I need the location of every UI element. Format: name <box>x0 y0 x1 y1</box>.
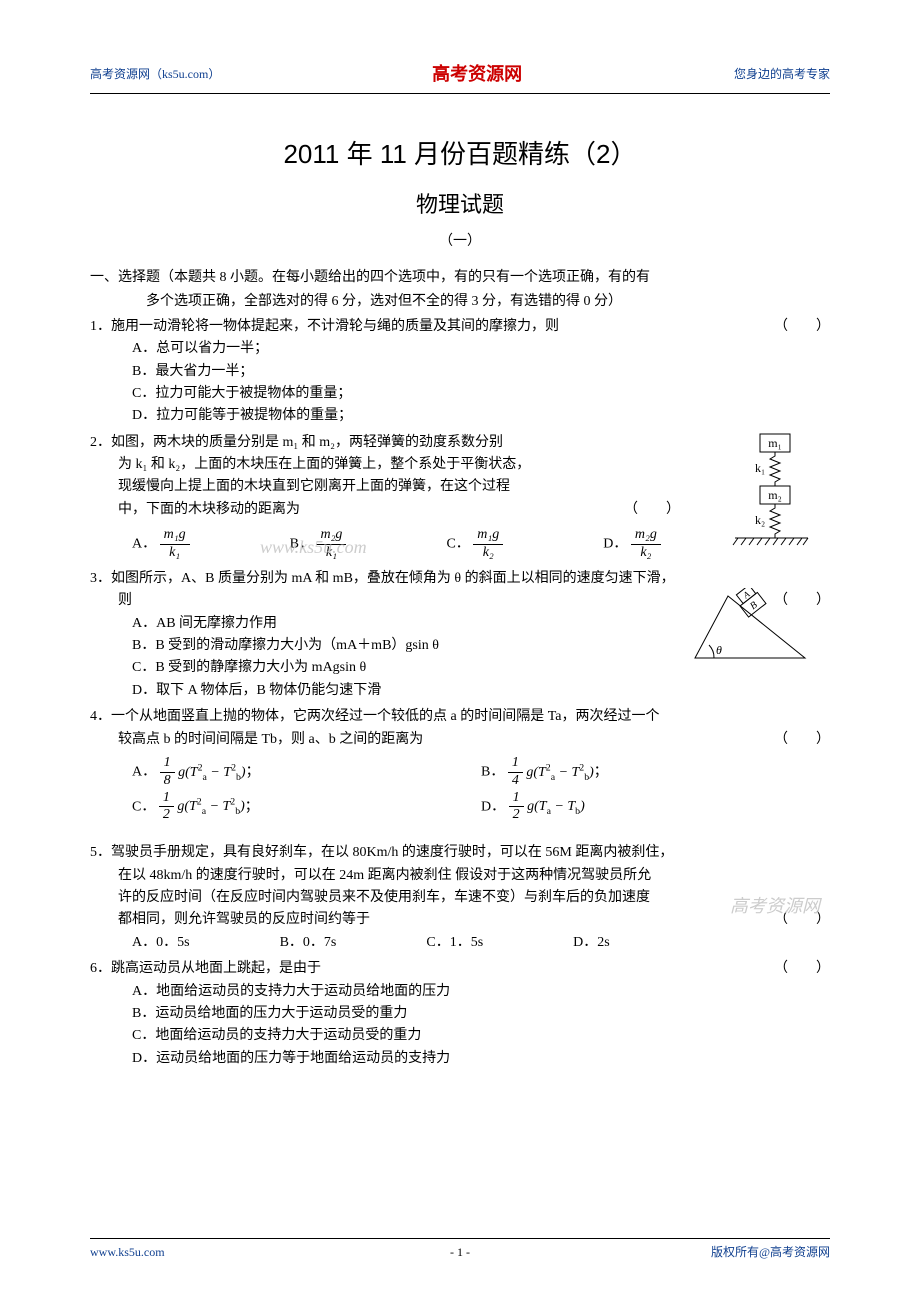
section-header-line1: 一、选择题（本题共 8 小题。在每小题给出的四个选项中，有的只有一个选项正确，有… <box>90 267 830 289</box>
q2-a-num: m₁g <box>160 527 190 545</box>
q3-option-d: D．取下 A 物体后，B 物体仍能匀速下滑 <box>90 680 830 702</box>
q4-b-expr: g(T2a − T2b) <box>526 765 593 780</box>
incline-a-label: A <box>740 589 752 601</box>
q4-a-num: 1 <box>160 755 175 773</box>
q1-option-c: C．拉力可能大于被提物体的重量； <box>90 383 830 405</box>
springs-svg: m₁ k₁ m₂ k₂ <box>700 432 810 562</box>
header-right-text: 您身边的高考专家 <box>734 65 830 84</box>
question-4: 4．一个从地面竖直上抛的物体，它两次经过一个较低的点 a 的时间间隔是 Ta，两… <box>90 706 830 824</box>
q4-d-den: 2 <box>509 807 524 824</box>
q2-c-label: C． <box>446 537 469 552</box>
q6-option-c: C．地面给运动员的支持力大于运动员受的重力 <box>90 1025 830 1047</box>
q4-stem2: 较高点 b 的时间间隔是 Tb，则 a、b 之间的距离为 （ ） <box>90 729 830 751</box>
footer-right: 版权所有@高考资源网 <box>711 1243 830 1262</box>
q2-a-den: k₁ <box>160 545 190 562</box>
q6-option-d: D．运动员给地面的压力等于地面给运动员的支持力 <box>90 1048 830 1070</box>
q6-stem-text: 6．跳高运动员从地面上跳起，是由于 <box>90 961 321 976</box>
q5-option-b: B．0．7s <box>280 932 337 954</box>
q4-paren: （ ） <box>774 729 830 751</box>
footer-left: www.ks5u.com <box>90 1243 165 1262</box>
q6-paren: （ ） <box>802 958 830 980</box>
watermark-2: 高考资源网 <box>730 892 820 921</box>
q4-c-label: C． <box>132 799 155 814</box>
q5-stem3: 许的反应时间（在反应时间内驾驶员来不及使用刹车，车速不变）与刹车后的负加速度 <box>90 887 830 909</box>
q2-opt-c: C． m₁gk₂ <box>446 527 503 562</box>
q5-options: A．0．5s B．0．7s C．1．5s D．2s <box>90 932 830 954</box>
q4-d-num: 1 <box>509 790 524 808</box>
q1-paren: （ ） <box>802 316 830 338</box>
page-footer: www.ks5u.com - 1 - 版权所有@高考资源网 <box>90 1238 830 1262</box>
q4-b-label: B． <box>481 765 504 780</box>
q2-opt-d: D． m₂gk₂ <box>603 527 661 562</box>
q2-d-label: D． <box>603 537 627 552</box>
footer-center: - 1 - <box>450 1243 470 1262</box>
q4-c-den: 2 <box>159 807 174 824</box>
section-header-line2: 多个选项正确，全部选对的得 6 分，选对但不全的得 3 分，有选错的得 0 分） <box>90 291 830 313</box>
q2-d-den: k₂ <box>631 545 661 562</box>
q5-stem2: 在以 48km/h 的速度行驶时，可以在 24m 距离内被刹住 假设对于这两种情… <box>90 865 830 887</box>
q5-option-d: D．2s <box>573 932 610 954</box>
q1-stem: 1．施用一动滑轮将一物体提起来，不计滑轮与绳的质量及其间的摩擦力，则 （ ） <box>90 316 830 338</box>
q4-d-expr: g(Ta − Tb) <box>527 799 585 814</box>
q5-stem4-text: 都相同，则允许驾驶员的反应时间约等于 <box>118 912 370 927</box>
question-5: 5．驾驶员手册规定，具有良好刹车，在以 80Km/h 的速度行驶时，可以在 56… <box>90 842 830 954</box>
k1-label: k₁ <box>755 461 765 475</box>
q4-b-semi: ； <box>594 765 608 780</box>
theta-label: θ <box>716 643 722 657</box>
header-left-text: 高考资源网（ks5u.com） <box>90 65 220 84</box>
q4-c-expr: g(T2a − T2b) <box>177 799 244 814</box>
q4-a-semi: ； <box>246 765 260 780</box>
q4-stem1: 4．一个从地面竖直上抛的物体，它两次经过一个较低的点 a 的时间间隔是 Ta，两… <box>90 706 830 728</box>
q4-a-label: A． <box>132 765 156 780</box>
question-6: 6．跳高运动员从地面上跳起，是由于 （ ） A．地面给运动员的支持力大于运动员给… <box>90 958 830 1070</box>
q6-option-a: A．地面给运动员的支持力大于运动员给地面的压力 <box>90 981 830 1003</box>
m1-label: m₁ <box>768 436 782 450</box>
q2-stem4-text: 中，下面的木块移动的距离为 <box>118 502 300 517</box>
q1-stem-text: 1．施用一动滑轮将一物体提起来，不计滑轮与绳的质量及其间的摩擦力，则 <box>90 319 559 334</box>
incline-svg: B A θ <box>680 588 810 668</box>
q4-a-den: 8 <box>160 773 175 790</box>
question-3: B A θ 3．如图所示，A、B 质量分别为 mA 和 mB，叠放在倾角为 θ … <box>90 568 830 702</box>
q5-option-a: A．0．5s <box>132 932 190 954</box>
header-center-text: 高考资源网 <box>432 60 522 89</box>
k2-label: k₂ <box>755 513 765 527</box>
q2-a-label: A． <box>132 537 156 552</box>
q5-stem4: 都相同，则允许驾驶员的反应时间约等于 （ ） <box>90 909 830 931</box>
q6-option-b: B．运动员给地面的压力大于运动员受的重力 <box>90 1003 830 1025</box>
q2-d-num: m₂g <box>631 527 661 545</box>
q4-c-semi: ； <box>245 799 259 814</box>
q4-a-expr: g(T2a − T2b) <box>178 765 245 780</box>
m2-label: m₂ <box>768 488 782 502</box>
question-1: 1．施用一动滑轮将一物体提起来，不计滑轮与绳的质量及其间的摩擦力，则 （ ） A… <box>90 316 830 428</box>
q5-option-c: C．1．5s <box>426 932 483 954</box>
q6-stem: 6．跳高运动员从地面上跳起，是由于 （ ） <box>90 958 830 980</box>
question-2: m₁ k₁ m₂ k₂ 2．如图，两木块的质量分别是 m₁ 和 m₂，两轻弹簧的… <box>90 432 830 562</box>
watermark-1: www.ks5u.com <box>260 533 367 562</box>
q4-opt-d: D． 12 g(Ta − Tb) <box>481 790 830 825</box>
q5-stem1: 5．驾驶员手册规定，具有良好刹车，在以 80Km/h 的速度行驶时，可以在 56… <box>90 842 830 864</box>
q4-b-num: 1 <box>508 755 523 773</box>
q1-option-d: D．拉力可能等于被提物体的重量； <box>90 405 830 427</box>
q4-opt-a: A． 18 g(T2a − T2b)； <box>132 755 481 790</box>
q2-c-num: m₁g <box>473 527 503 545</box>
subtitle: 物理试题 <box>90 187 830 222</box>
main-title: 2011 年 11 月份百题精练（2） <box>90 134 830 176</box>
q1-option-a: A．总可以省力一半； <box>90 338 830 360</box>
q1-option-b: B．最大省力一半； <box>90 361 830 383</box>
figure-incline: B A θ <box>680 588 810 676</box>
q4-options: A． 18 g(T2a − T2b)； B． 14 g(T2a − T2b)； … <box>90 755 830 824</box>
q4-opt-b: B． 14 g(T2a − T2b)； <box>481 755 830 790</box>
q4-c-num: 1 <box>159 790 174 808</box>
q3-stem2-text: 则 <box>118 593 132 608</box>
q4-b-den: 4 <box>508 773 523 790</box>
q4-d-label: D． <box>481 799 505 814</box>
q2-opt-a: A． m₁gk₁ <box>132 527 190 562</box>
page-header: 高考资源网（ks5u.com） 高考资源网 您身边的高考专家 <box>90 60 830 94</box>
sub-subtitle: （一） <box>90 231 830 253</box>
q4-stem2-text: 较高点 b 的时间间隔是 Tb，则 a、b 之间的距离为 <box>118 732 423 747</box>
figure-springs: m₁ k₁ m₂ k₂ <box>700 432 810 570</box>
q4-opt-c: C． 12 g(T2a − T2b)； <box>132 790 481 825</box>
page: 高考资源网（ks5u.com） 高考资源网 您身边的高考专家 2011 年 11… <box>0 0 920 1302</box>
q2-c-den: k₂ <box>473 545 503 562</box>
